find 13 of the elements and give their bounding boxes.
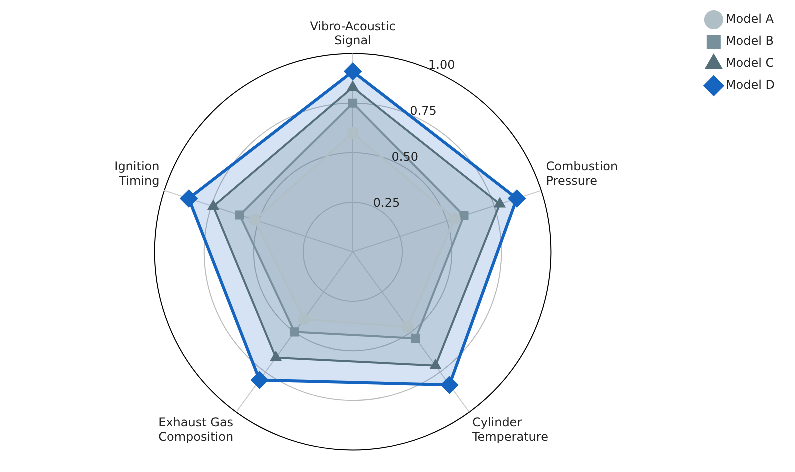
legend-label: Model D xyxy=(726,78,776,92)
spoke-label: Combustion Pressure xyxy=(546,160,618,188)
legend-label: Model A xyxy=(726,12,775,26)
y-tick-label: 0.75 xyxy=(410,104,437,118)
y-tick-label: 1.00 xyxy=(428,58,456,72)
legend-label: Model B xyxy=(726,34,774,48)
spoke-label: Vibro-Acoustic Signal xyxy=(310,19,396,48)
spoke-label: Cylinder Temperature xyxy=(471,416,548,444)
spoke-label: Ignition Timing xyxy=(114,160,160,188)
legend-label: Model C xyxy=(726,56,774,70)
spoke-label: Exhaust Gas Composition xyxy=(158,416,234,444)
y-tick-label: 0.25 xyxy=(373,196,400,210)
y-tick-label: 0.50 xyxy=(392,150,418,164)
